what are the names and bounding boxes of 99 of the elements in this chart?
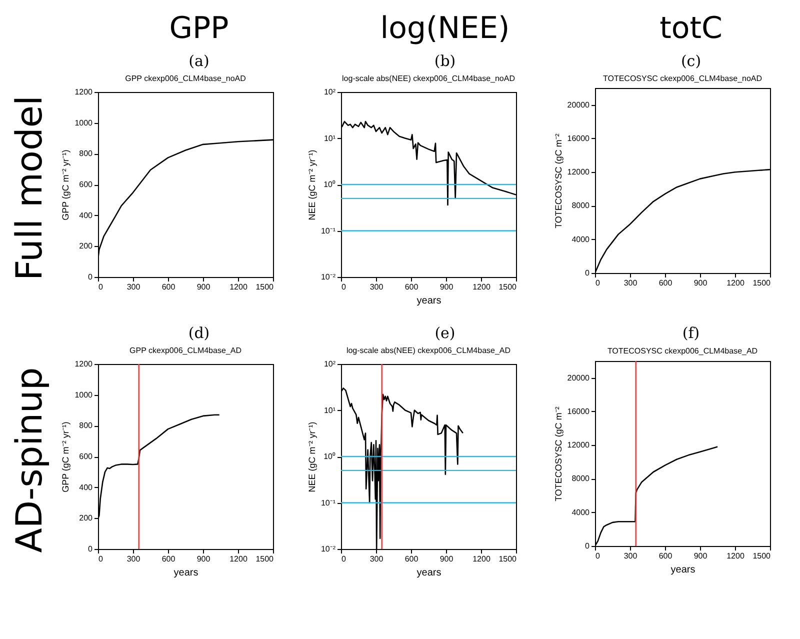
- x-tick-label: 1200: [230, 282, 248, 292]
- x-tick-label: 300: [126, 554, 141, 564]
- x-tick-label: 0: [596, 552, 600, 560]
- text: (c): [680, 52, 702, 70]
- y-tick-label: 8000: [572, 201, 590, 210]
- x-tick-label: 600: [658, 278, 673, 288]
- y-tick-label: 10¹: [324, 406, 336, 415]
- x-tick-label: 300: [370, 282, 384, 292]
- x-tick-label: 1200: [726, 552, 745, 560]
- y-tick-label: 10¹: [324, 134, 336, 143]
- x-tick-label: 900: [694, 552, 708, 560]
- y-axis-title: TOTECOSYSC (gC m⁻²: [553, 406, 564, 502]
- x-tick-label: 1200: [230, 554, 248, 564]
- y-tick-label: 1000: [74, 390, 94, 400]
- y-tick-label: 12000: [567, 168, 590, 177]
- text: (b): [433, 52, 457, 70]
- y-tick-label: 10⁰: [324, 180, 336, 189]
- x-axis-title: years: [670, 564, 696, 576]
- y-tick-label: 4000: [572, 234, 590, 244]
- x-axis-title: years: [174, 568, 198, 578]
- text: log(NEE): [379, 10, 511, 46]
- y-axis-title: NEE (gC m⁻² yr⁻¹): [306, 422, 317, 492]
- y-axis-title: GPP (gC m⁻² yr⁻¹): [60, 422, 71, 492]
- chart-title: GPP ckexp006_CLM4base_AD: [130, 346, 242, 355]
- text: (e): [434, 324, 456, 342]
- x-tick-label: 1500: [256, 282, 274, 292]
- y-tick-label: 800: [79, 421, 94, 430]
- chart-title: log-scale abs(NEE) ckexp006_CLM4base_noAD: [342, 74, 516, 83]
- x-axis-title: years: [416, 568, 442, 578]
- y-axis-title: GPP (gC m⁻² yr⁻¹): [60, 150, 71, 220]
- y-tick-label: 16000: [567, 134, 590, 143]
- y-tick-label: 8000: [572, 474, 590, 484]
- y-tick-label: 1200: [74, 88, 94, 96]
- chart-title: log-scale abs(NEE) ckexp006_CLM4base_AD: [346, 346, 511, 355]
- x-tick-label: 1500: [498, 554, 518, 564]
- x-tick-label: 900: [694, 278, 708, 288]
- x-tick-label: 300: [624, 278, 638, 288]
- y-axis-title: NEE (gC m⁻² yr⁻¹): [306, 150, 317, 220]
- y-tick-label: 16000: [567, 406, 590, 416]
- x-tick-label: 900: [196, 282, 211, 292]
- y-tick-label: 600: [79, 452, 94, 461]
- x-tick-label: 1500: [752, 552, 772, 560]
- text: AD-spinup: [10, 367, 50, 553]
- x-axis-title: years: [416, 296, 442, 306]
- y-tick-label: 10²: [324, 360, 336, 368]
- y-tick-label: 10⁰: [324, 452, 336, 461]
- y-tick-label: 0: [88, 544, 94, 554]
- text: Full model: [10, 95, 50, 281]
- x-tick-label: 1200: [472, 554, 491, 564]
- y-tick-label: 10⁻²: [320, 544, 336, 554]
- y-axis-title: TOTECOSYSC (gC m⁻²: [553, 134, 564, 228]
- y-tick-label: 10⁻²: [320, 272, 336, 282]
- x-tick-label: 0: [98, 554, 104, 564]
- x-tick-label: 1200: [472, 282, 491, 292]
- text: (f): [681, 324, 701, 342]
- text: (d): [187, 324, 211, 342]
- x-tick-label: 300: [624, 552, 638, 560]
- y-tick-label: 20000: [567, 100, 590, 110]
- y-tick-label: 10⁻¹: [320, 498, 336, 508]
- x-tick-label: 1200: [726, 278, 745, 288]
- y-tick-label: 200: [79, 514, 94, 523]
- y-tick-label: 0: [88, 272, 94, 282]
- x-tick-label: 1500: [256, 554, 274, 564]
- chart-title: TOTECOSYSC ckexp006_CLM4base_noAD: [602, 74, 762, 83]
- x-tick-label: 900: [440, 282, 454, 292]
- x-tick-label: 600: [658, 552, 673, 560]
- x-tick-label: 300: [126, 282, 141, 292]
- x-tick-label: 0: [98, 282, 104, 292]
- y-tick-label: 1000: [74, 118, 94, 128]
- x-tick-label: 600: [162, 554, 176, 564]
- y-tick-label: 400: [79, 210, 94, 220]
- y-tick-label: 0: [585, 542, 590, 550]
- text: GPP: [168, 10, 230, 46]
- x-tick-label: 600: [162, 282, 176, 292]
- x-tick-label: 900: [196, 554, 211, 564]
- x-tick-label: 1500: [752, 278, 772, 288]
- x-tick-label: 600: [404, 282, 419, 292]
- y-tick-label: 10⁻¹: [320, 226, 336, 236]
- chart-title: GPP ckexp006_CLM4base_noAD: [125, 74, 246, 83]
- text: totC: [658, 10, 724, 46]
- y-tick-label: 4000: [572, 508, 590, 517]
- y-tick-label: 600: [79, 180, 94, 189]
- x-tick-label: 600: [404, 554, 419, 564]
- y-tick-label: 0: [585, 268, 590, 278]
- x-tick-label: 0: [342, 554, 346, 564]
- chart-title: TOTECOSYSC ckexp006_CLM4base_AD: [607, 346, 758, 356]
- x-tick-label: 1500: [498, 282, 518, 292]
- y-tick-label: 800: [79, 149, 94, 158]
- y-tick-label: 12000: [567, 440, 590, 450]
- x-tick-label: 300: [370, 554, 384, 564]
- y-tick-label: 10²: [324, 88, 336, 96]
- y-tick-label: 400: [79, 482, 94, 492]
- x-tick-label: 900: [440, 554, 454, 564]
- y-tick-label: 20000: [567, 373, 590, 382]
- y-tick-label: 1200: [74, 360, 94, 368]
- x-tick-label: 0: [596, 278, 600, 288]
- y-tick-label: 200: [79, 242, 94, 251]
- text: (a): [188, 52, 210, 70]
- x-tick-label: 0: [342, 282, 346, 292]
